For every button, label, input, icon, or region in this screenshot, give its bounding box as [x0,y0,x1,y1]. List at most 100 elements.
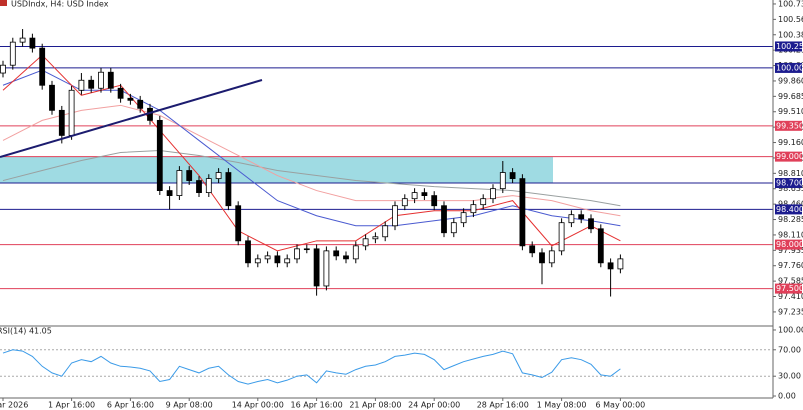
candle-body [29,37,36,49]
candle-body [166,190,173,196]
candle-body [176,170,183,196]
candle-body [333,250,340,257]
candle-body [88,79,95,89]
candle-body [215,172,222,180]
x-tick-label: 6 Apr 16:00 [107,401,154,410]
y-tick-label: 30.00 [778,372,801,381]
y-tick-label: 100.735 [778,0,803,8]
candle-body [19,37,26,43]
candle-body [98,71,104,89]
candle-body [411,192,418,200]
y-tick-label: 98.810 [778,169,803,178]
candle-body [539,252,545,264]
candle-body [127,97,134,101]
candle-body [117,87,124,99]
candle-body [372,236,379,240]
candle-body [460,212,467,224]
candle-body [254,258,261,264]
candle-body [529,245,536,254]
moving-average [2,54,621,252]
y-tick-label: 99.160 [778,138,803,147]
candle-body [284,258,291,264]
moving-average [2,69,621,227]
y-tick-label: 70.00 [778,345,801,354]
candle-body [107,71,114,89]
x-tick-label: 1 May 08:00 [537,401,587,410]
moving-average [2,149,621,207]
candle-body [548,250,555,264]
moving-average [2,104,621,217]
y-tick-label: 0.00 [778,392,796,401]
x-tick-label: 1 Apr 16:00 [48,401,95,410]
x-tick-label: 28 Apr 16:00 [477,401,529,410]
trendline [0,79,263,158]
x-tick-label: 21 Apr 08:00 [349,401,401,410]
candle-body [264,255,271,260]
level-label-box [775,41,802,52]
y-tick-label: 100.385 [778,30,803,39]
level-label-box [775,151,802,162]
candle-body [578,214,585,220]
y-tick-label: 99.685 [778,92,803,101]
level-label-box [775,62,802,73]
candle-body [39,47,46,86]
candle-body [225,172,232,207]
level-label: 97.500 [776,284,803,293]
y-tick-label: 98.635 [778,184,803,193]
y-tick-label: 100.560 [778,15,803,24]
level-label-box [775,283,802,294]
candle-body [137,99,144,109]
candle-body [401,198,408,207]
level-label: 100.252 [776,42,803,51]
level-label-box [775,120,802,131]
level-label-box [775,178,802,189]
level-label: 98.700 [776,179,803,188]
candle-body [303,248,310,251]
x-tick-label: 9 Apr 08:00 [166,401,213,410]
y-tick-label: 98.285 [778,215,803,224]
rsi-title: RSI(14) 41.05 [0,327,52,336]
candle-body [205,178,212,194]
candle-body [421,192,428,197]
level-label-box [775,204,802,215]
candle-body [597,228,604,264]
level-label: 98.000 [776,240,803,249]
x-tick-label: 14 Apr 00:00 [232,401,284,410]
candle-body [186,170,193,181]
y-tick-label: 97.760 [778,261,803,270]
candle-body [235,205,242,242]
candle-body [499,172,506,190]
candle-body [617,258,624,270]
level-label: 100.008 [776,63,803,72]
candle-body [607,262,614,270]
candle-body [49,84,55,111]
candle-body [9,41,16,66]
candle-body [343,255,349,260]
candle-body [245,240,251,264]
candle-body [558,222,565,252]
candle-body [392,205,398,227]
chart-title: USDIndx, H4: USD Index [11,0,109,9]
candle-body [490,188,496,200]
level-label: 99.350 [776,121,803,130]
candle-body [58,109,65,136]
candle-body [509,172,516,180]
candle-body [362,238,369,247]
candle-body [450,222,457,234]
candle-body [313,248,320,287]
candle-body [156,119,163,191]
candle-body [519,178,526,247]
candle-body [382,225,389,238]
candle-body [78,79,85,91]
candle-body [352,245,359,260]
x-tick-label: 30 Mar 2026 [0,401,28,410]
price-plot [0,29,773,297]
y-tick-label: 99.860 [778,76,803,85]
candle-body [294,248,300,260]
level-label: 99.000 [776,152,803,161]
x-tick-label: 16 Apr 16:00 [291,401,343,410]
y-tick-label: 97.585 [778,277,803,286]
candle-body [588,218,594,230]
y-tick-label: 97.235 [778,307,803,316]
